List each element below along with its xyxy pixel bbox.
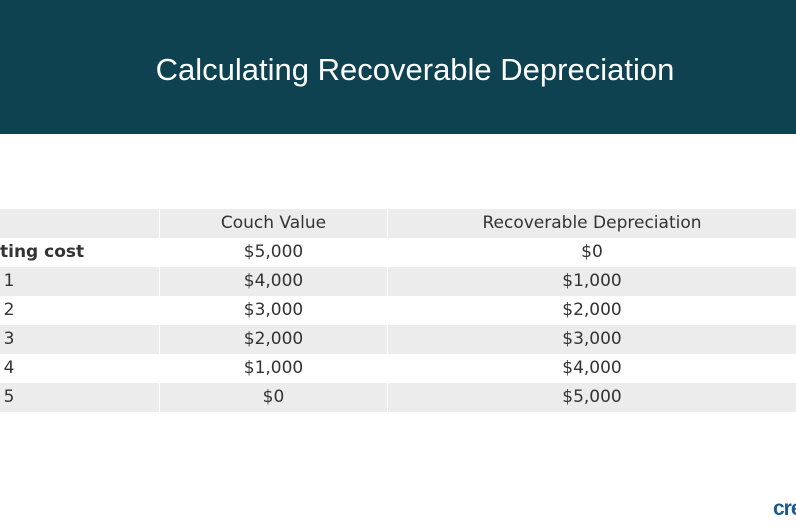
row-bg <box>0 296 159 325</box>
row-bg <box>0 267 159 296</box>
column-header: Recoverable Depreciation <box>388 209 796 238</box>
row-bg <box>0 383 159 412</box>
table-cell: $3,000 <box>160 296 387 325</box>
table-cell: $4,000 <box>388 354 796 383</box>
table-cell: $3,000 <box>388 325 796 354</box>
header-banner: Calculating Recoverable Depreciation <box>0 0 796 134</box>
table-cell: $0 <box>388 238 796 267</box>
column-header: Couch Value <box>160 209 387 238</box>
table-cell: $0 <box>160 383 387 412</box>
row-label: 3 <box>3 329 15 349</box>
table-cell: $5,000 <box>388 383 796 412</box>
header-cell <box>0 209 159 238</box>
table-cell: $1,000 <box>160 354 387 383</box>
row-label: 1 <box>3 271 15 291</box>
table-cell: $1,000 <box>388 267 796 296</box>
row-label: 4 <box>3 358 15 378</box>
row-bg <box>0 354 159 383</box>
logo: cre <box>773 497 796 520</box>
row-label: 2 <box>3 300 15 320</box>
table-cell: $5,000 <box>160 238 387 267</box>
table-cell: $4,000 <box>160 267 387 296</box>
row-label: 5 <box>3 387 15 407</box>
table-cell: $2,000 <box>388 296 796 325</box>
row-label: ting cost <box>0 242 85 262</box>
row-bg <box>0 325 159 354</box>
table-cell: $2,000 <box>160 325 387 354</box>
row-bg <box>0 238 159 267</box>
title: Calculating Recoverable Depreciation <box>155 52 675 87</box>
